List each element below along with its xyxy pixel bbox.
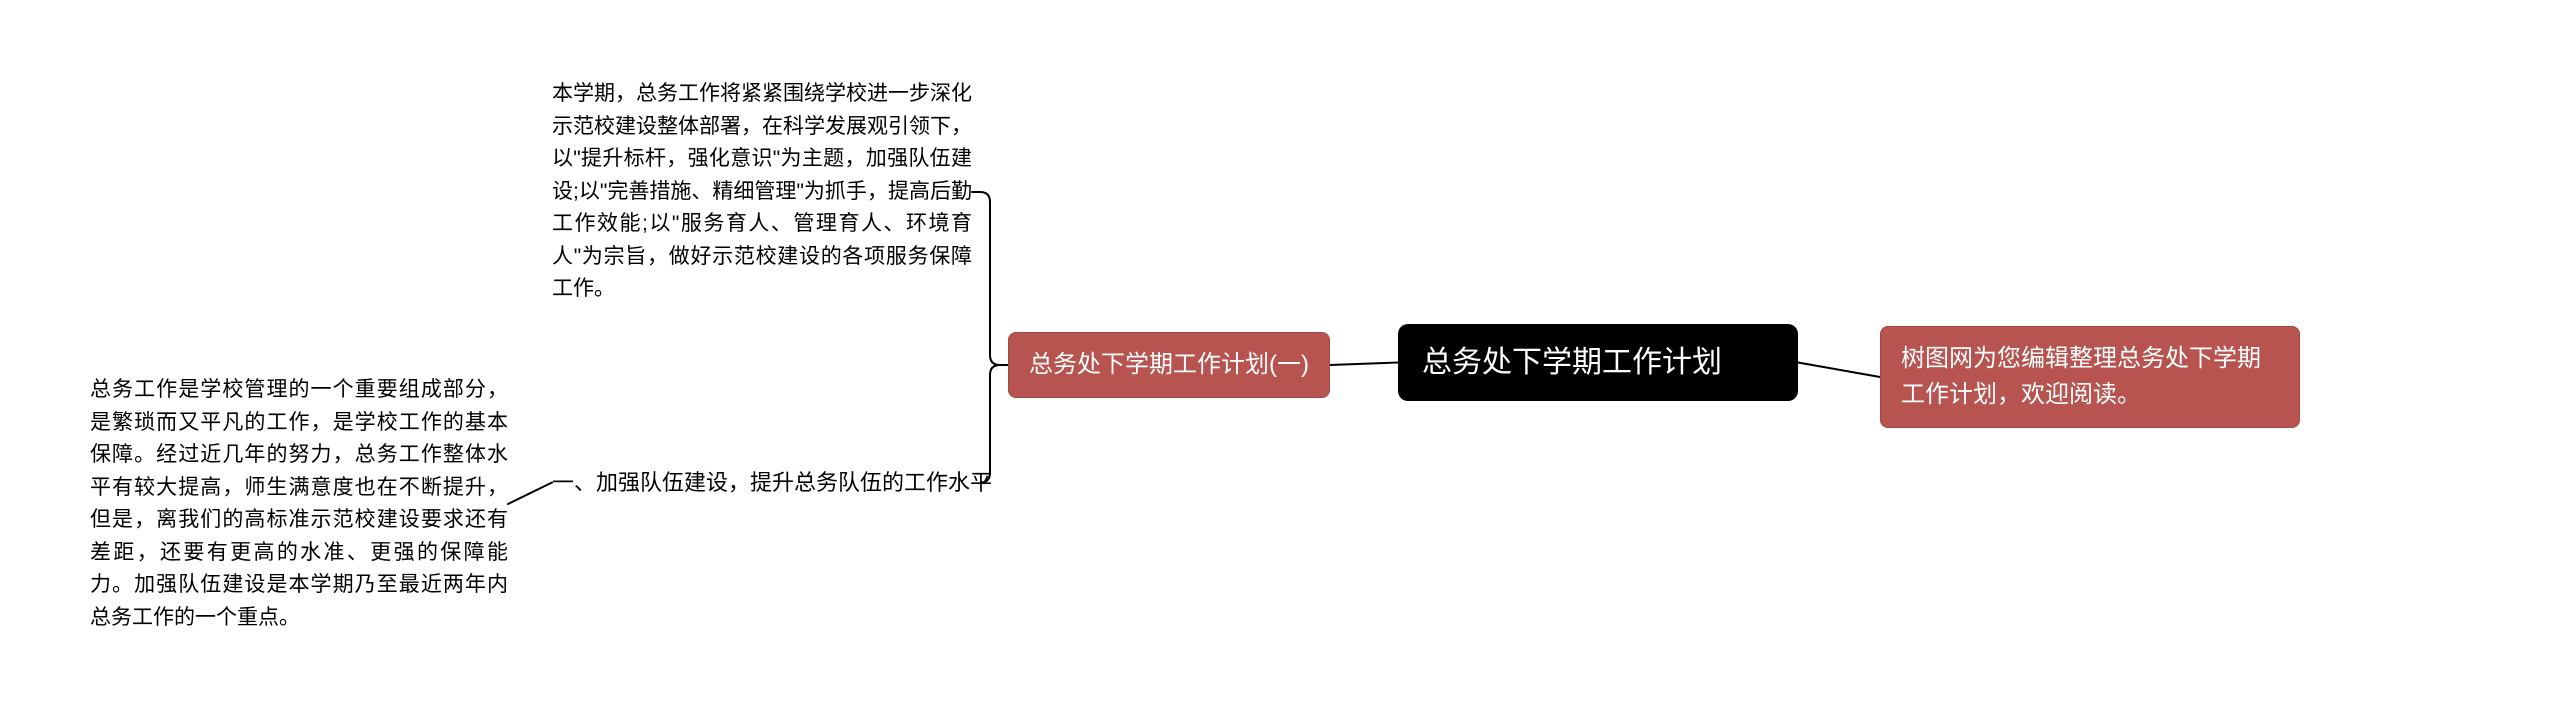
paragraph-bottom: 总务工作是学校管理的一个重要组成部分，是繁琐而又平凡的工作，是学校工作的基本保障… — [90, 374, 508, 634]
subtopic-1: 一、加强队伍建设，提升总务队伍的工作水平 — [552, 466, 982, 499]
paragraph-top: 本学期，总务工作将紧紧围绕学校进一步深化示范校建设整体部署，在科学发展观引领下，… — [552, 78, 972, 306]
branch-left-plan1: 总务处下学期工作计划(一) — [1008, 332, 1330, 398]
branch-right-intro: 树图网为您编辑整理总务处下学期工作计划，欢迎阅读。 — [1880, 326, 2300, 428]
mindmap-root: 总务处下学期工作计划 — [1398, 324, 1798, 401]
